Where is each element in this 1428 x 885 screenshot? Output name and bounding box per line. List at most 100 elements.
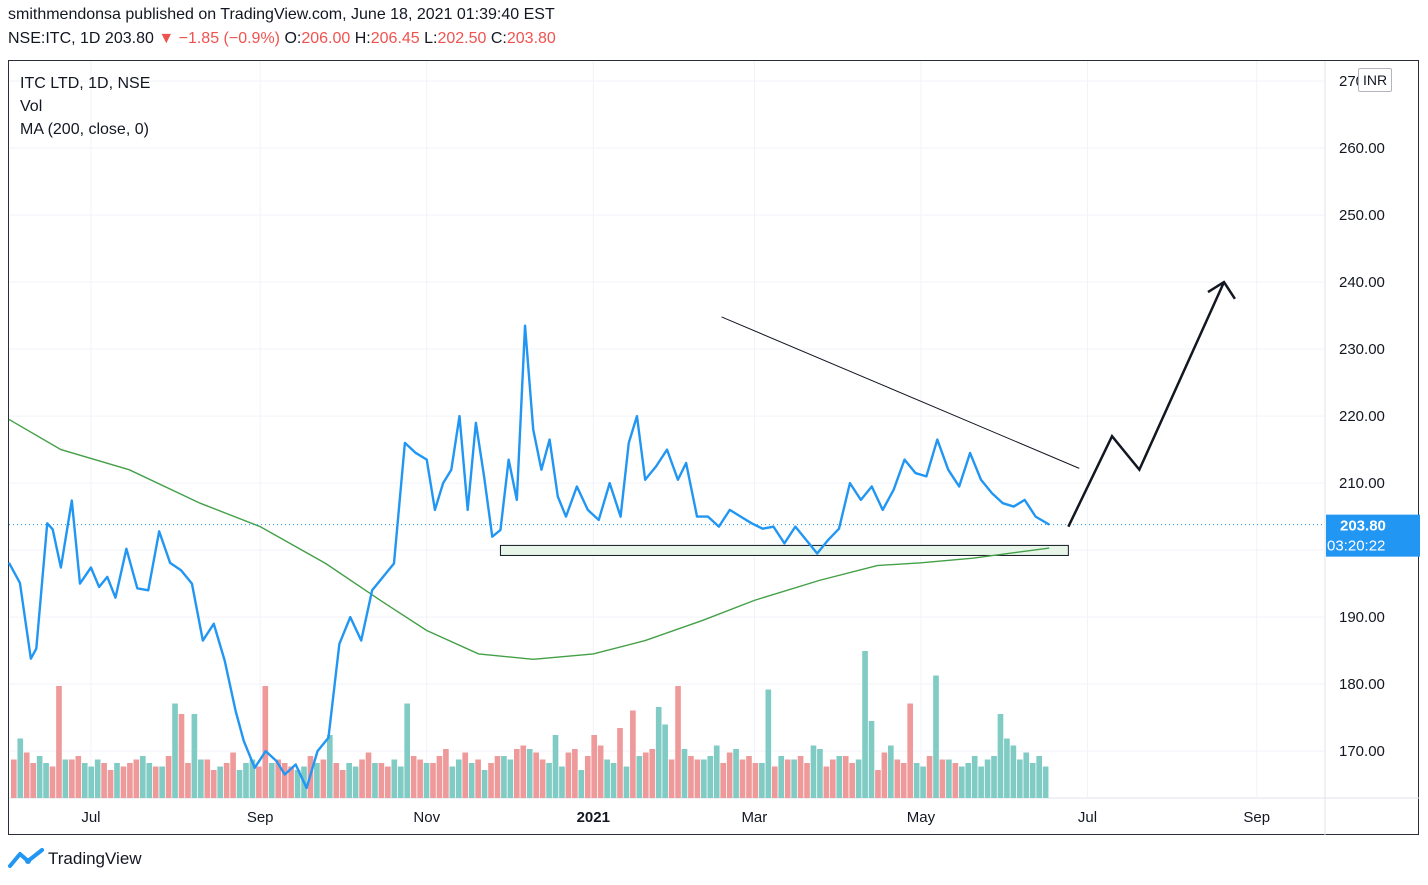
volume-bar-down [178, 714, 185, 798]
volume-bar-down [694, 759, 701, 798]
volume-bar-down [584, 756, 591, 798]
volume-bar-down [320, 759, 327, 798]
close-label: C: [490, 30, 507, 47]
volume-bar-up [236, 770, 243, 798]
volume-bar-down [842, 756, 849, 798]
volume-bar-up [836, 756, 843, 798]
volume-bar-up [36, 756, 43, 798]
symbol-label: NSE:ITC, 1D [8, 30, 101, 47]
volume-bar-up [791, 759, 797, 798]
volume-bar-up [1023, 752, 1030, 798]
legend-symbol: ITC LTD, 1D, NSE [20, 75, 151, 92]
volume-bar-down [675, 686, 681, 798]
volume-bar-down [185, 763, 191, 798]
volume-bar-down [204, 759, 211, 798]
volume-bar-up [707, 756, 714, 798]
ma-200-line [8, 418, 1050, 661]
volume-bar-down [107, 770, 114, 798]
projection-arrow [1067, 280, 1236, 528]
volume-bar-down [275, 759, 282, 798]
tradingview-logo-icon [8, 848, 44, 868]
currency-button[interactable]: INR [1358, 68, 1392, 92]
y-tick-label: 250.00 [1339, 207, 1385, 224]
volume-bar-down [565, 752, 572, 798]
volume-bar-down [417, 759, 423, 798]
last-price-tag: 203.80 03:20:22 [1326, 514, 1420, 557]
x-tick-label: Nov [413, 809, 440, 826]
support-zone-box [499, 544, 1069, 556]
volume-bar-down [120, 766, 127, 798]
legend-ma: MA (200, close, 0) [20, 121, 149, 138]
volume-bar-down [797, 756, 804, 798]
volume-bar-up [423, 763, 430, 798]
volume-bar-up [855, 759, 862, 798]
volume-bar-down [939, 759, 946, 798]
volume-bar-down [210, 770, 217, 798]
volume-bar-down [849, 763, 855, 798]
y-tick-label: 240.00 [1339, 274, 1385, 291]
volume-bar-up [94, 759, 101, 798]
low-label: L: [424, 30, 438, 47]
volume-bar-up [559, 766, 565, 798]
volume-bar-down [281, 763, 288, 798]
close-value: 203.80 [506, 30, 556, 47]
volume-bar-down [520, 745, 527, 798]
tradingview-brand[interactable]: TradingView [8, 848, 142, 870]
volume-bar-up [372, 763, 378, 798]
ma-line [8, 418, 1050, 661]
volume-bar-up [946, 759, 952, 798]
volume-bar-up [268, 763, 275, 798]
volume-bar-up [81, 763, 88, 798]
y-tick-label: 190.00 [1339, 609, 1385, 626]
volume-bar-down [720, 763, 727, 798]
volume-bar-down [378, 763, 385, 798]
support-zone [499, 544, 1069, 556]
volume-bar-down [739, 759, 746, 798]
volume-bar-down [30, 763, 36, 798]
volume-bar-down [726, 752, 733, 798]
volume-bar-down [49, 766, 56, 798]
down-arrow-icon: ▼ [158, 30, 175, 47]
volume-bar-down [410, 756, 417, 798]
volume-bar-up [958, 766, 965, 798]
price-line [7, 324, 1325, 790]
volume-bar-up [655, 707, 662, 798]
price-series-line [7, 324, 1050, 790]
volume-bar-down [23, 752, 30, 798]
volume-bar-up [817, 749, 823, 798]
volume-bar-up [610, 763, 617, 798]
volume-bar-up [604, 759, 610, 798]
volume-bar-down [823, 766, 830, 798]
volume-bar-up [978, 766, 984, 798]
grid-lines [9, 61, 1419, 835]
volume-bar-up [810, 745, 817, 798]
volume-bar-up [971, 756, 978, 798]
volume-bar-down [333, 763, 340, 798]
price-axis: 170.00180.00190.00200.00210.00220.00230.… [1339, 73, 1385, 760]
volume-bar-up [191, 714, 198, 798]
last-price-tag-countdown: 03:20:22 [1327, 538, 1385, 555]
volume-bar-up [965, 763, 972, 798]
volume-bar-up [391, 759, 398, 798]
last-price-tag-value: 203.80 [1340, 518, 1386, 535]
resistance-trendline [721, 316, 1080, 469]
volume-bar-down [907, 703, 914, 798]
volume-bar-down [223, 763, 230, 798]
volume-bar-down [127, 763, 133, 798]
y-tick-label: 180.00 [1339, 676, 1385, 693]
volume-bar-up [1042, 766, 1049, 798]
volume-bar-down [572, 749, 578, 798]
y-tick-label: 230.00 [1339, 341, 1385, 358]
projection-arrowhead [1207, 280, 1236, 300]
low-value: 202.50 [437, 30, 487, 47]
volume-bar-up [217, 766, 224, 798]
last-price: 203.80 [104, 30, 154, 47]
volume-bar-down [617, 728, 623, 798]
volume-bar-up [404, 703, 411, 798]
volume-bar-down [436, 756, 443, 798]
volume-bar-up [159, 766, 165, 798]
volume-bar-up [681, 749, 688, 798]
brand-name: TradingView [48, 849, 142, 868]
x-tick-label: Jul [1078, 809, 1097, 826]
